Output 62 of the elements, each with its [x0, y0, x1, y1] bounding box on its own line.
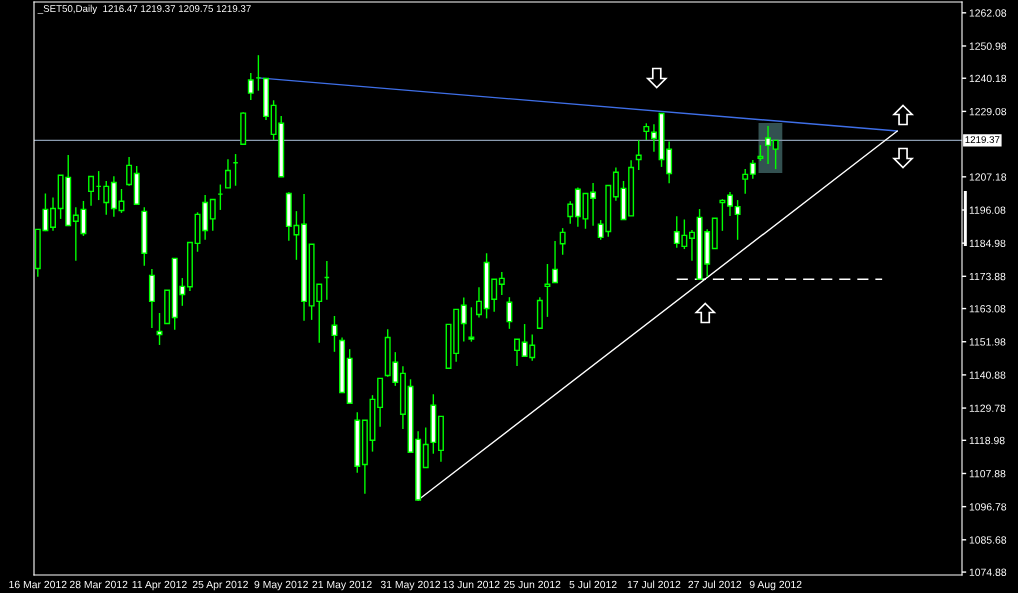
- candlestick: [422, 426, 429, 469]
- y-tick-label: 1229.08: [969, 107, 1007, 116]
- candlestick: [247, 72, 254, 101]
- candlestick: [224, 158, 231, 189]
- ref-line-label: 1219.37: [965, 136, 1000, 144]
- y-tick-label: 1129.78: [969, 404, 1006, 412]
- candlestick: [331, 315, 338, 353]
- candlestick: [126, 156, 133, 187]
- y-tick-label: 1240.18: [969, 74, 1007, 83]
- candlestick: [103, 180, 110, 216]
- x-tick-label: 28 Mar 2012: [69, 580, 128, 589]
- candlestick: [749, 159, 756, 180]
- candlestick: [552, 240, 559, 284]
- candlestick: [635, 139, 642, 171]
- y-tick-label: 1118.98: [969, 436, 1005, 445]
- candlestick: [742, 168, 749, 195]
- candlestick: [727, 191, 733, 217]
- x-tick-label: 11 Apr 2012: [132, 580, 187, 591]
- x-tick-label: 25 Apr 2012: [192, 580, 248, 591]
- candlestick: [50, 196, 56, 232]
- candlestick: [688, 229, 695, 262]
- x-tick-label: 9 May 2012: [254, 580, 308, 591]
- x-tick-label: 31 May 2012: [380, 580, 441, 591]
- candlestick: [209, 198, 216, 232]
- candlestick: [559, 227, 566, 256]
- y-tick-label: 1107.88: [969, 469, 1006, 478]
- x-tick-label: 5 Jul 2012: [569, 580, 617, 589]
- x-tick-label: 9 Aug 2012: [749, 580, 802, 591]
- y-tick-label: 1163.08: [969, 305, 1006, 313]
- x-tick-label: 17 Jul 2012: [627, 580, 681, 589]
- candlestick: [544, 263, 551, 318]
- candlestick: [590, 182, 597, 227]
- y-tick-label: 1250.98: [969, 42, 1007, 50]
- candlestick: [734, 199, 741, 241]
- y-tick-label: 1085.68: [969, 536, 1007, 544]
- candlestick: [719, 198, 726, 232]
- y-tick-label: 1140.88: [969, 371, 1006, 379]
- candlestick: [506, 296, 513, 330]
- candlestick: [498, 271, 505, 296]
- y-tick-label: 1207.18: [969, 173, 1007, 181]
- y-tick-label: 1196.08: [969, 206, 1006, 214]
- y-tick-label: 1074.88: [969, 568, 1007, 576]
- y-tick-label: 1096.78: [969, 503, 1007, 511]
- y-tick-label: 1184.98: [969, 239, 1006, 248]
- y-tick-label: 1151.98: [969, 338, 1006, 346]
- candlestick: [772, 139, 779, 170]
- candlestick: [650, 123, 657, 153]
- candlestick: [468, 306, 475, 343]
- chart-title: _SET50,Daily 1216.47 1219.37 1209.75 1219.37: [37, 4, 251, 14]
- x-tick-label: 16 Mar 2012: [9, 580, 67, 589]
- candlestick: [460, 296, 467, 343]
- x-tick-label: 21 May 2012: [312, 580, 372, 591]
- candlestick: [476, 286, 482, 319]
- y-tick-label: 1173.88: [969, 272, 1006, 281]
- y-tick-label: 1262.08: [969, 9, 1007, 17]
- x-tick-label: 13 Jun 2012: [443, 580, 500, 589]
- x-tick-label: 25 Jun 2012: [504, 580, 561, 589]
- candlestick: [765, 125, 772, 165]
- x-tick-label: 27 Jul 2012: [688, 580, 742, 589]
- candlestick: [567, 200, 574, 225]
- candlestick: [88, 175, 95, 207]
- candlestick: [514, 338, 520, 367]
